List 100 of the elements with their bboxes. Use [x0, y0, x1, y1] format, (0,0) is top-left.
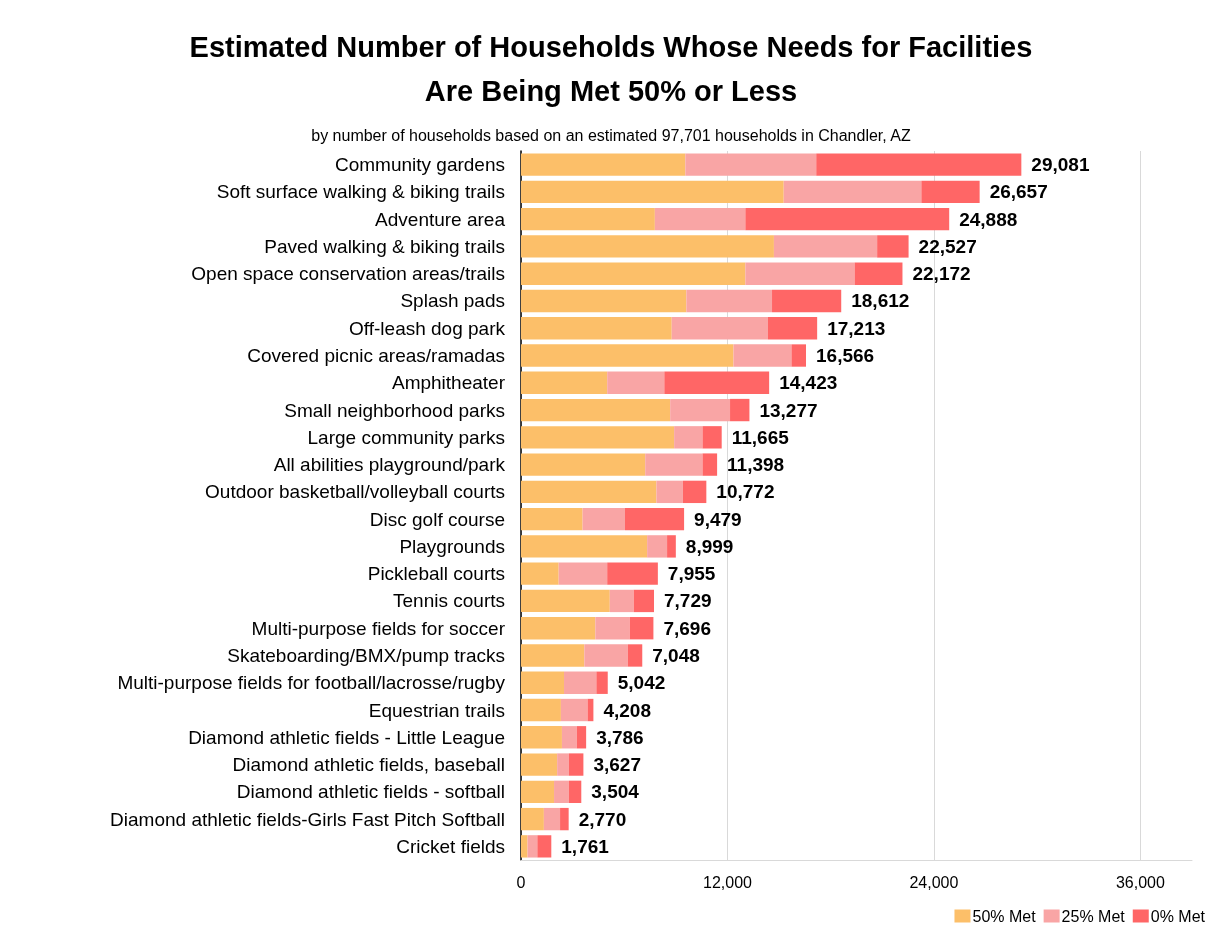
y-tick-label: Amphitheater [391, 372, 506, 394]
bar [521, 589, 610, 613]
y-tick-label: Large community parks [307, 426, 505, 448]
bar [521, 535, 648, 558]
y-tick-label: Multi-purpose fields for soccer [251, 617, 506, 639]
bar [627, 644, 643, 667]
bar [521, 480, 657, 504]
total-label: 7,048 [652, 644, 700, 666]
y-tick-label: Adventure area [375, 208, 506, 230]
bar [521, 398, 671, 422]
bar [607, 562, 658, 585]
bar [773, 235, 878, 258]
y-tick-label: Diamond athletic fields - Little League [188, 726, 505, 748]
bar [568, 780, 582, 804]
y-tick-label: Open space conservation areas/trails [191, 263, 505, 285]
bar [521, 617, 596, 640]
bar [521, 698, 561, 722]
y-tick-label: Multi-purpose fields for football/lacrosse/rugby [117, 672, 506, 694]
y-tick-label: Pickleball courts [367, 563, 505, 585]
total-label: 7,729 [663, 590, 712, 612]
total-label: 2,770 [578, 808, 627, 830]
chart-title: Estimated Number of Households Whose Needs for Facilities Are Being Met 50% or Less [189, 31, 1033, 107]
y-tick-label: Tennis courts [393, 590, 505, 612]
bar [521, 207, 655, 231]
total-label: 26,657 [989, 181, 1048, 203]
bar [609, 589, 634, 613]
bar [521, 235, 774, 258]
bar [537, 835, 552, 858]
bar [674, 426, 703, 449]
bar [521, 453, 646, 476]
bar [682, 480, 707, 504]
total-label: 3,786 [596, 726, 644, 748]
bar [791, 344, 807, 367]
bar [667, 535, 676, 558]
total-label: 3,504 [591, 781, 640, 803]
bar [557, 753, 569, 776]
bar [560, 807, 569, 831]
bar [685, 153, 817, 176]
y-tick-label: Outdoor basketball/volleyball courts [205, 481, 505, 503]
y-tick-label: Skateboarding/BMX/pump tracks [227, 644, 505, 666]
bar [654, 207, 746, 231]
bar [521, 807, 544, 831]
total-label: 10,772 [716, 481, 775, 503]
x-tick-label: 12,000 [702, 873, 753, 891]
y-tick-label: Diamond athletic fields - softball [236, 781, 505, 803]
legend-label: 25% Met [1061, 907, 1126, 925]
bar [561, 726, 577, 749]
total-label: 17,213 [827, 317, 886, 339]
bar [558, 562, 608, 585]
bar [671, 317, 768, 340]
legend-label: 50% Met [972, 907, 1037, 925]
total-label: 24,888 [959, 208, 1018, 230]
bar [521, 317, 672, 340]
total-label: 3,627 [593, 754, 641, 776]
bar [745, 262, 855, 285]
bar [702, 426, 722, 449]
bar [877, 235, 909, 258]
legend-label: 0% Met [1150, 907, 1206, 925]
bar [521, 507, 583, 531]
bar [702, 453, 718, 476]
y-tick-label: Playgrounds [399, 535, 505, 557]
bar [521, 344, 734, 367]
y-tick-label: All abilities playground/park [273, 454, 506, 476]
bar [527, 835, 538, 858]
total-label: 11,665 [731, 426, 790, 448]
bar [521, 180, 784, 204]
bar [521, 753, 558, 776]
bar [521, 426, 675, 449]
total-label: 1,761 [561, 835, 610, 857]
y-tick-label: Disc golf course [369, 508, 505, 530]
total-label: 18,612 [851, 290, 910, 312]
bar [656, 480, 683, 504]
bar [745, 207, 950, 231]
bar [568, 753, 584, 776]
bar [596, 671, 608, 694]
bar [584, 644, 628, 667]
bar [521, 562, 559, 585]
total-label: 4,208 [603, 699, 651, 721]
bar [607, 371, 665, 394]
bar [854, 262, 903, 285]
bar [645, 453, 703, 476]
bar [664, 371, 770, 394]
bar [576, 726, 587, 749]
bar [772, 289, 842, 313]
bar [921, 180, 980, 204]
bar [560, 698, 588, 722]
bar [521, 644, 585, 667]
total-label: 9,479 [694, 508, 742, 530]
total-label: 22,172 [912, 263, 971, 285]
bar [582, 507, 625, 531]
total-label: 11,398 [727, 454, 785, 476]
bar [730, 398, 750, 422]
y-tick-label: Soft surface walking & biking trails [216, 181, 505, 203]
total-label: 7,955 [667, 563, 716, 585]
y-tick-label: Equestrian trails [368, 699, 505, 721]
y-tick-label: Diamond athletic fields-Girls Fast Pitch Softball [110, 808, 505, 830]
y-tick-label: Covered picnic areas/ramadas [247, 345, 505, 367]
bar [647, 535, 668, 558]
total-label: 22,527 [918, 235, 977, 257]
y-tick-label: Diamond athletic fields, baseball [232, 754, 505, 776]
